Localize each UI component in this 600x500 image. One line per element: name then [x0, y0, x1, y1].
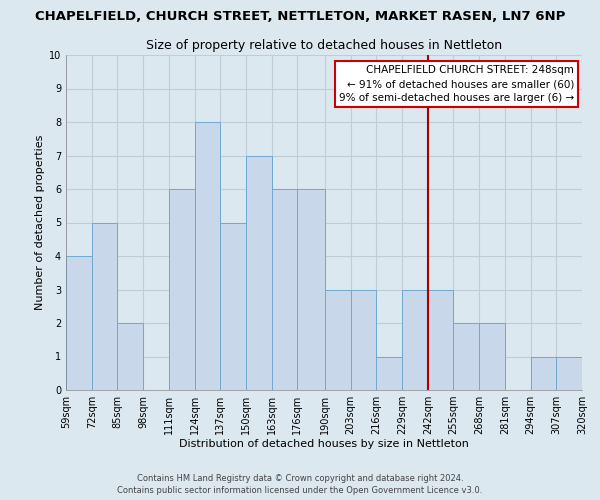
Bar: [479, 323, 505, 390]
Bar: [530, 356, 556, 390]
Bar: [118, 323, 143, 390]
Bar: [92, 222, 118, 390]
Text: CHAPELFIELD, CHURCH STREET, NETTLETON, MARKET RASEN, LN7 6NP: CHAPELFIELD, CHURCH STREET, NETTLETON, M…: [35, 10, 565, 23]
Bar: [220, 222, 246, 390]
Bar: [66, 256, 92, 390]
Bar: [246, 156, 272, 390]
Y-axis label: Number of detached properties: Number of detached properties: [35, 135, 45, 310]
Bar: [402, 290, 428, 390]
Bar: [194, 122, 220, 390]
Text: CHAPELFIELD CHURCH STREET: 248sqm
← 91% of detached houses are smaller (60)
9% o: CHAPELFIELD CHURCH STREET: 248sqm ← 91% …: [339, 65, 574, 103]
Bar: [350, 290, 376, 390]
Bar: [169, 189, 194, 390]
Bar: [272, 189, 298, 390]
Bar: [376, 356, 402, 390]
Title: Size of property relative to detached houses in Nettleton: Size of property relative to detached ho…: [146, 40, 502, 52]
Bar: [454, 323, 479, 390]
Bar: [298, 189, 325, 390]
Bar: [325, 290, 350, 390]
Bar: [428, 290, 454, 390]
Bar: [556, 356, 582, 390]
Text: Contains HM Land Registry data © Crown copyright and database right 2024.
Contai: Contains HM Land Registry data © Crown c…: [118, 474, 482, 495]
X-axis label: Distribution of detached houses by size in Nettleton: Distribution of detached houses by size …: [179, 438, 469, 448]
